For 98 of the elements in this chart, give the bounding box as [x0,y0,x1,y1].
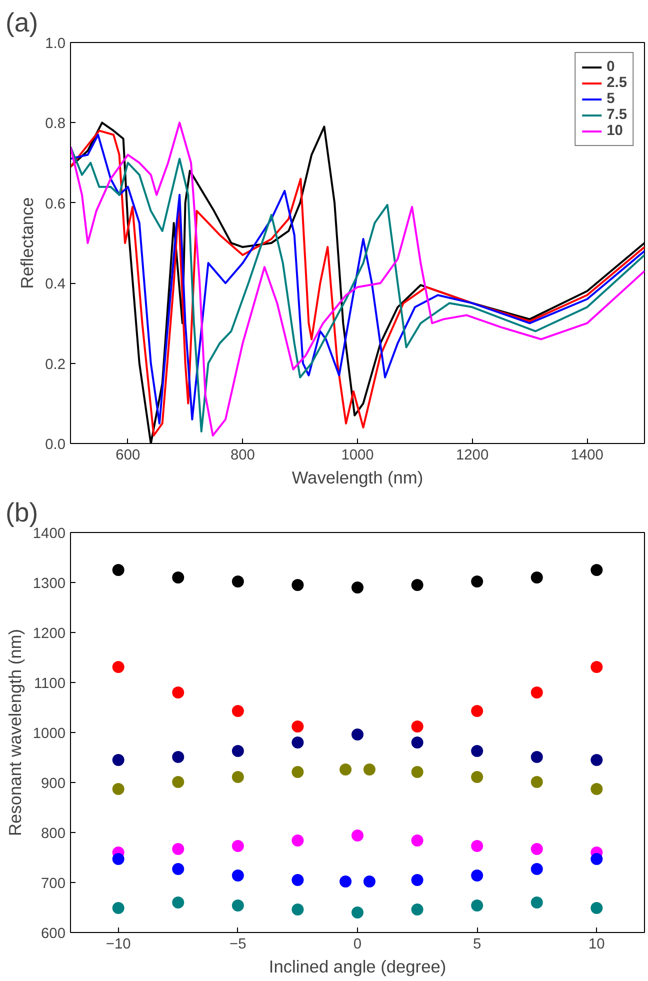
y-tick-label: 900 [41,776,66,792]
point [292,720,304,732]
y-tick-label: 800 [41,826,66,842]
y-tick-label: 1200 [32,626,66,642]
x-tick-label: 1000 [341,448,374,464]
point [471,900,484,912]
point [530,686,543,698]
x-axis-title: Wavelength (nm) [292,468,424,488]
y-tick-label: 1400 [32,526,66,542]
point [411,766,424,778]
point [411,720,424,732]
point [530,896,543,908]
legend-label: 0 [606,59,616,75]
point [411,904,424,916]
x-tick-label: 1400 [570,448,604,464]
point [292,904,304,916]
point [590,783,603,795]
point [471,840,484,852]
point [590,902,603,914]
point [352,728,364,740]
point [590,661,603,673]
point [411,874,424,886]
point [112,902,124,914]
point [352,582,364,594]
y-tick-label: 700 [41,876,66,892]
point [340,876,352,888]
x-axis-title: Inclined angle (degree) [268,956,446,976]
point [172,843,184,855]
point [232,771,244,783]
point [232,840,244,852]
y-tick-label: 1000 [32,726,66,742]
legend-label: 5 [606,91,616,107]
point [340,764,352,776]
x-tick-label: 5 [473,936,482,952]
chart-title: (b) [6,498,38,528]
point [471,771,484,783]
point [363,876,376,888]
point [471,870,484,882]
point [112,564,124,576]
point [530,776,543,788]
point [530,863,543,875]
y-axis-title: Reflectance [17,197,38,289]
y-tick-label: 0.4 [45,276,66,293]
x-tick-label: 10 [588,936,605,952]
y-tick-label: 0.2 [45,356,66,373]
x-tick-label: −5 [230,936,246,952]
point [411,736,424,748]
point [471,576,484,588]
point [112,754,124,766]
point [471,745,484,757]
point [232,576,244,588]
point [172,572,184,584]
point [112,661,124,673]
point [530,751,543,763]
point [172,686,184,698]
x-tick-label: 0 [353,936,362,952]
x-tick-label: 600 [116,448,140,464]
point [232,745,244,757]
point [530,572,543,584]
y-tick-label: 1100 [34,676,66,692]
point [292,766,304,778]
point [530,843,543,855]
point [292,874,304,886]
point [172,896,184,908]
point [590,564,603,576]
y-tick-label: 1300 [32,576,66,592]
y-axis-title: Resonant wavelength (nm) [4,628,25,836]
point [292,736,304,748]
point [352,906,364,918]
y-tick-label: 1.0 [45,36,66,52]
legend-label: 7.5 [606,107,627,123]
point [232,870,244,882]
point [471,705,484,717]
point [411,834,424,846]
point [112,783,124,795]
point [232,900,244,912]
point [292,834,304,846]
legend-label: 10 [606,123,624,139]
chart-title: (a) [6,8,38,38]
x-tick-label: −10 [106,936,131,952]
y-tick-label: 0.8 [45,116,66,132]
y-tick-label: 0.0 [45,437,66,453]
point [172,863,184,875]
x-tick-label: 1200 [456,448,489,464]
legend-label: 2.5 [606,75,627,91]
point [232,705,244,717]
point [172,751,184,763]
point [590,853,603,865]
point [590,754,603,766]
y-tick-label: 600 [41,926,66,942]
point [352,830,364,842]
point [292,579,304,591]
x-tick-label: 800 [230,448,255,464]
point [112,853,124,865]
point [363,764,376,776]
point [411,579,424,591]
point [172,776,184,788]
y-tick-label: 0.6 [45,196,66,212]
